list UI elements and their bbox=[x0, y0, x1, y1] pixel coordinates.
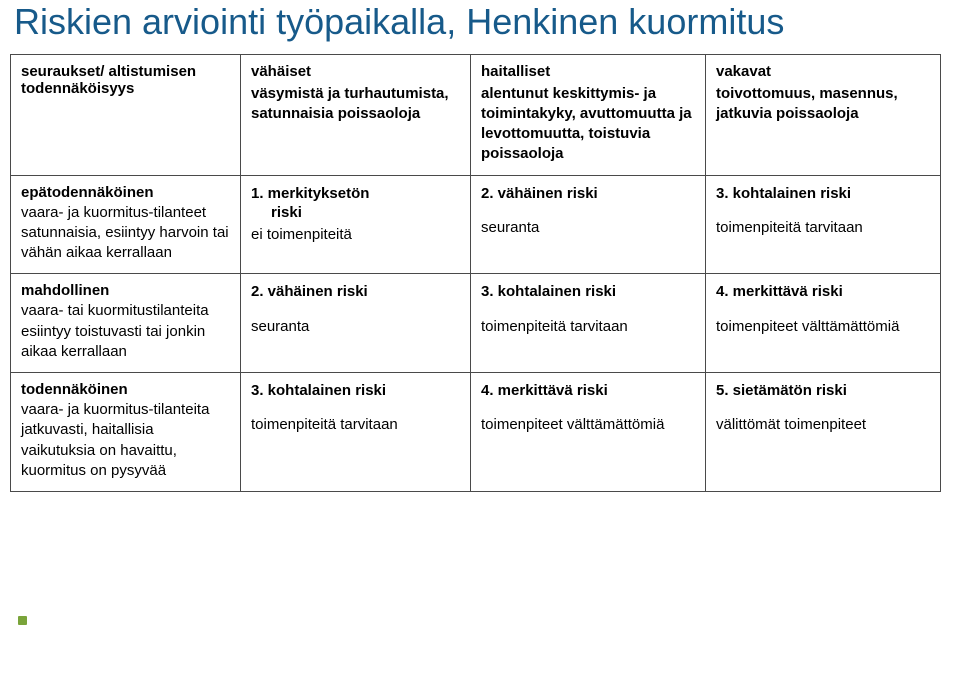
cell-0-1-body: seuranta bbox=[481, 218, 695, 238]
cell-1-0-body: seuranta bbox=[251, 317, 460, 337]
header-col-2-title: vakavat bbox=[716, 63, 930, 80]
cell-0-0-title2: riski bbox=[271, 204, 460, 221]
row-2-head: todennäköinen vaara- ja kuormitus-tilant… bbox=[11, 373, 241, 492]
row-0-desc: vaara- ja kuormitus-tilanteet satunnaisi… bbox=[21, 203, 230, 264]
cell-2-2-title: 5. sietämätön riski bbox=[716, 381, 930, 401]
cell-0-0: 1. merkityksetön riski ei toimenpiteitä bbox=[241, 175, 471, 274]
table-header-row: seuraukset/ altistumisen todennäköisyys … bbox=[11, 54, 941, 175]
row-2-desc: vaara- ja kuormitus-tilanteita jatkuvast… bbox=[21, 400, 230, 481]
row-2-key: todennäköinen bbox=[21, 381, 230, 398]
cell-1-2-body: toimenpiteet välttämättömiä bbox=[716, 317, 930, 337]
cell-1-0: 2. vähäinen riski seuranta bbox=[241, 274, 471, 373]
header-col-0-desc: väsymistä ja turhautumista, satunnaisia … bbox=[251, 84, 460, 125]
cell-2-1: 4. merkittävä riski toimenpiteet välttäm… bbox=[471, 373, 706, 492]
cell-0-2-body: toimenpiteitä tarvitaan bbox=[716, 218, 930, 238]
header-col-1-desc: alentunut keskittymis- ja toimintakyky, … bbox=[481, 84, 695, 165]
cell-0-2: 3. kohtalainen riski toimenpiteitä tarvi… bbox=[706, 175, 941, 274]
cell-2-2-body: välittömät toimenpiteet bbox=[716, 415, 930, 435]
cell-1-0-title: 2. vähäinen riski bbox=[251, 282, 460, 302]
header-col-0: vähäiset väsymistä ja turhautumista, sat… bbox=[241, 54, 471, 175]
cell-0-1: 2. vähäinen riski seuranta bbox=[471, 175, 706, 274]
cell-1-1-body: toimenpiteitä tarvitaan bbox=[481, 317, 695, 337]
row-0-key: epätodennäköinen bbox=[21, 184, 230, 201]
cell-0-0-body: ei toimenpiteitä bbox=[251, 225, 460, 245]
cell-0-2-title: 3. kohtalainen riski bbox=[716, 184, 930, 204]
table-row: todennäköinen vaara- ja kuormitus-tilant… bbox=[11, 373, 941, 492]
table-row: mahdollinen vaara- tai kuormitustilantei… bbox=[11, 274, 941, 373]
header-col-1: haitalliset alentunut keskittymis- ja to… bbox=[471, 54, 706, 175]
slide-bullet-icon bbox=[18, 616, 27, 625]
cell-2-0-body: toimenpiteitä tarvitaan bbox=[251, 415, 460, 435]
row-1-desc: vaara- tai kuormitustilanteita esiintyy … bbox=[21, 301, 230, 362]
risk-matrix-table: seuraukset/ altistumisen todennäköisyys … bbox=[10, 54, 941, 493]
header-col-2: vakavat toivottomuus, masennus, jatkuvia… bbox=[706, 54, 941, 175]
table-row: epätodennäköinen vaara- ja kuormitus-til… bbox=[11, 175, 941, 274]
header-col-2-desc: toivottomuus, masennus, jatkuvia poissao… bbox=[716, 84, 930, 125]
cell-0-1-title: 2. vähäinen riski bbox=[481, 184, 695, 204]
cell-2-1-title: 4. merkittävä riski bbox=[481, 381, 695, 401]
cell-2-0: 3. kohtalainen riski toimenpiteitä tarvi… bbox=[241, 373, 471, 492]
header-rowhead-text: seuraukset/ altistumisen todennäköisyys bbox=[21, 63, 230, 97]
cell-1-2: 4. merkittävä riski toimenpiteet välttäm… bbox=[706, 274, 941, 373]
row-1-head: mahdollinen vaara- tai kuormitustilantei… bbox=[11, 274, 241, 373]
row-0-head: epätodennäköinen vaara- ja kuormitus-til… bbox=[11, 175, 241, 274]
header-col-0-title: vähäiset bbox=[251, 63, 460, 80]
cell-2-0-title: 3. kohtalainen riski bbox=[251, 381, 460, 401]
row-1-key: mahdollinen bbox=[21, 282, 230, 299]
cell-1-1-title: 3. kohtalainen riski bbox=[481, 282, 695, 302]
cell-2-2: 5. sietämätön riski välittömät toimenpit… bbox=[706, 373, 941, 492]
header-col-1-title: haitalliset bbox=[481, 63, 695, 80]
header-rowhead: seuraukset/ altistumisen todennäköisyys bbox=[11, 54, 241, 175]
page-title: Riskien arviointi työpaikalla, Henkinen … bbox=[14, 2, 949, 42]
cell-0-0-title1: 1. merkityksetön bbox=[251, 184, 460, 204]
cell-2-1-body: toimenpiteet välttämättömiä bbox=[481, 415, 695, 435]
cell-1-1: 3. kohtalainen riski toimenpiteitä tarvi… bbox=[471, 274, 706, 373]
cell-1-2-title: 4. merkittävä riski bbox=[716, 282, 930, 302]
